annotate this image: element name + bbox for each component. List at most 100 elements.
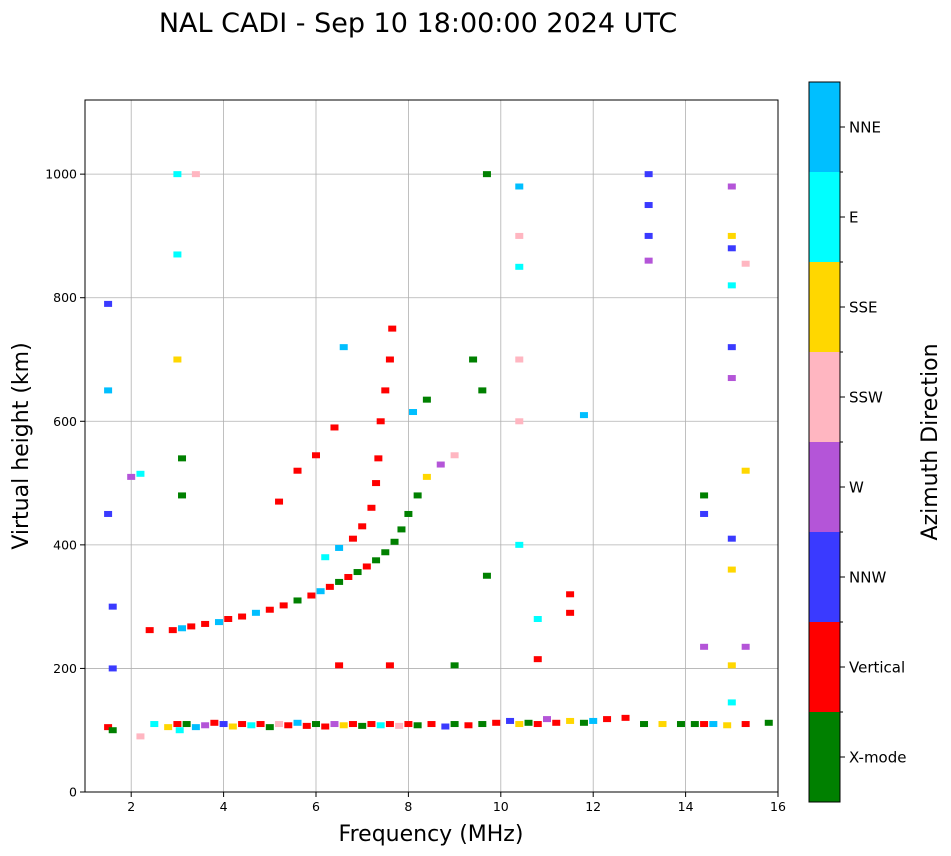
colorbar-tick-label: W <box>849 479 864 497</box>
data-point <box>381 387 390 394</box>
data-point <box>108 727 117 734</box>
data-point <box>238 613 247 620</box>
data-point <box>335 578 344 585</box>
data-point <box>644 257 653 264</box>
data-point <box>450 452 459 459</box>
data-point <box>178 625 187 632</box>
data-point <box>325 583 334 590</box>
data-point <box>108 603 117 610</box>
data-point <box>104 300 113 307</box>
x-tick-label: 8 <box>404 799 412 814</box>
data-point <box>330 424 339 431</box>
colorbar-tick-label: SSW <box>849 389 883 407</box>
colorbar-frame <box>808 81 841 803</box>
data-point <box>191 171 200 178</box>
colorbar-tick-label: Vertical <box>849 659 905 677</box>
data-point <box>293 719 302 726</box>
data-point <box>727 232 736 239</box>
data-point <box>413 722 422 729</box>
data-point <box>388 325 397 332</box>
data-point <box>385 662 394 669</box>
data-point <box>450 721 459 728</box>
data-point <box>700 492 709 499</box>
colorbar-segment <box>809 622 840 712</box>
data-point <box>367 721 376 728</box>
data-point <box>482 171 491 178</box>
data-point <box>533 616 542 622</box>
data-point <box>478 721 487 728</box>
colorbar-tick-label: X-mode <box>849 749 906 767</box>
data-point <box>566 717 575 724</box>
data-point <box>104 724 113 731</box>
data-point <box>348 721 357 728</box>
data-point <box>164 724 173 731</box>
data-point <box>182 721 191 728</box>
data-point <box>358 722 367 729</box>
data-point <box>543 716 551 723</box>
data-point <box>293 467 302 474</box>
data-point <box>150 721 159 728</box>
data-point <box>136 733 145 740</box>
data-point <box>339 344 348 351</box>
data-point <box>552 719 561 726</box>
x-tick-label: 16 <box>770 799 786 814</box>
data-point <box>533 721 542 728</box>
data-point <box>515 263 524 270</box>
data-point <box>275 498 284 505</box>
data-point <box>362 563 371 570</box>
data-point <box>173 171 182 178</box>
grid-lines <box>85 100 779 793</box>
data-point <box>727 699 736 706</box>
data-point <box>589 717 598 724</box>
data-point <box>191 724 200 731</box>
colorbar-segment <box>809 712 840 802</box>
data-point <box>173 251 182 258</box>
data-point <box>727 535 736 542</box>
data-point <box>275 721 284 728</box>
x-tick-label: 4 <box>220 799 228 814</box>
x-tick-label: 10 <box>493 799 509 814</box>
y-axis-label: Virtual height (km) <box>9 342 34 549</box>
data-point <box>224 616 233 622</box>
data-point <box>381 549 390 556</box>
data-point <box>566 591 575 598</box>
data-point <box>374 455 383 462</box>
data-point <box>344 573 353 580</box>
data-point <box>136 470 145 477</box>
data-point <box>727 344 736 351</box>
data-point <box>238 721 247 728</box>
data-point <box>727 566 736 573</box>
data-point <box>201 620 210 627</box>
data-point <box>307 592 316 599</box>
data-point <box>741 643 750 650</box>
data-point <box>312 452 320 459</box>
data-point <box>727 375 736 382</box>
data-point <box>566 609 575 616</box>
data-point <box>515 232 524 239</box>
data-point <box>413 492 422 499</box>
data-point <box>422 473 431 480</box>
data-point <box>353 569 362 576</box>
data-point <box>422 396 431 403</box>
data-point <box>515 183 524 190</box>
data-point <box>104 387 113 394</box>
data-point <box>727 183 736 190</box>
x-tick-label: 12 <box>585 799 601 814</box>
data-point <box>409 409 418 416</box>
data-point <box>168 627 177 634</box>
data-point <box>316 588 325 595</box>
data-point <box>376 722 385 729</box>
data-point <box>284 722 293 729</box>
data-point <box>709 721 718 728</box>
data-point <box>469 356 478 363</box>
data-point <box>464 722 473 729</box>
data-point <box>492 719 501 726</box>
data-point <box>397 526 406 533</box>
data-point <box>640 721 649 728</box>
data-point <box>515 356 524 363</box>
colorbar-segment <box>809 442 840 532</box>
data-point <box>741 467 750 474</box>
data-point <box>658 721 667 728</box>
data-point <box>441 723 450 730</box>
